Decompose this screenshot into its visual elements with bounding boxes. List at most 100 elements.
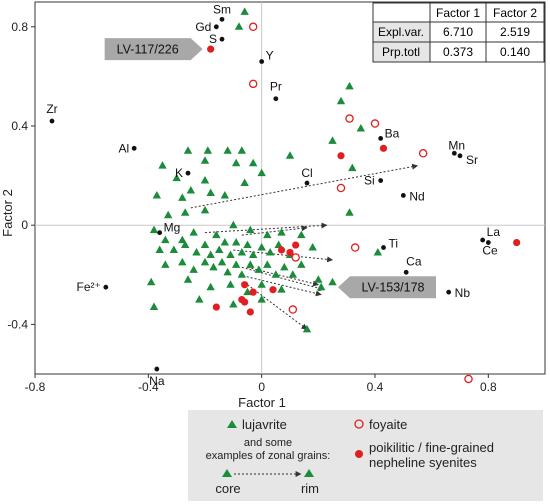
variance-table-header-blank — [372, 2, 431, 23]
series-lujavrite — [146, 7, 383, 333]
legend-foyaite-marker — [354, 419, 364, 429]
lujavrite-point — [169, 245, 179, 253]
lujavrite-point — [189, 265, 198, 273]
lujavrite-point — [220, 238, 230, 246]
x-tick-label: 0 — [258, 380, 265, 394]
callout-label-lv-153-178: LV-153/178 — [361, 281, 424, 295]
axis-ticks: -0.8 -0.4 0 0.4 0.8 0.8 0.4 0 -0.4 — [7, 20, 497, 394]
poikilitic-point — [379, 144, 388, 152]
loading-label-fe: Fe²⁺ — [76, 280, 100, 294]
foyaite-point — [464, 374, 473, 384]
lujavrite-point — [356, 123, 366, 132]
y-tick-label: -0.4 — [7, 317, 28, 331]
loading-point-pr — [273, 96, 279, 102]
lujavrite-point — [263, 230, 272, 239]
loading-label-sr: Sr — [466, 153, 478, 167]
series-poikilitic — [207, 45, 521, 316]
loading-label-y: Y — [266, 49, 274, 63]
lujavrite-point — [226, 280, 235, 288]
lujavrite-point — [314, 275, 323, 283]
poikilitic-point — [246, 308, 254, 316]
loading-label-la: La — [487, 225, 501, 239]
loading-point-sm — [219, 16, 225, 22]
poikilitic-point — [212, 303, 220, 311]
lujavrite-point — [263, 260, 272, 268]
lujavrite-point — [328, 277, 337, 286]
lujavrite-point — [195, 295, 204, 303]
loading-label-nb: Nb — [455, 286, 471, 300]
poikilitic-point — [241, 281, 249, 289]
lujavrite-point — [220, 190, 230, 199]
lujavrite-point — [246, 225, 255, 234]
legend-rim-marker — [304, 469, 314, 477]
lujavrite-point — [206, 188, 215, 196]
lujavrite-point — [297, 260, 306, 268]
loading-point-nb — [446, 289, 452, 295]
lujavrite-point — [308, 243, 317, 251]
lujavrite-point — [180, 240, 190, 249]
lujavrite-point — [328, 136, 337, 144]
poikilitic-point — [207, 45, 215, 53]
lujavrite-point — [254, 265, 264, 273]
legend-poikilitic-marker — [355, 450, 363, 458]
x-tick-label: -0.4 — [138, 380, 159, 394]
loading-label-ca: Ca — [406, 254, 422, 268]
x-tick-label: -0.8 — [25, 380, 46, 394]
loading-point-mn — [451, 150, 457, 156]
loading-point-s — [219, 36, 225, 42]
loading-label-al: Al — [118, 141, 129, 155]
legend-rim-label: rim — [301, 481, 319, 496]
lujavrite-point — [163, 210, 173, 219]
loading-label-mg: Mg — [164, 221, 181, 235]
lujavrite-point — [373, 247, 383, 256]
y-axis-label: Factor 2 — [0, 189, 15, 237]
loading-label-zr: Zr — [46, 102, 57, 116]
lujavrite-point — [288, 270, 298, 278]
variance-table-row2-f2: 0.140 — [500, 45, 530, 59]
loading-point-mg — [157, 230, 163, 236]
lujavrite-point — [217, 257, 227, 266]
lujavrite-point — [209, 262, 218, 271]
lujavrite-point — [257, 168, 266, 177]
loading-point-na — [154, 366, 160, 372]
poikilitic-point — [269, 286, 277, 294]
x-axis-label: Factor 1 — [238, 395, 286, 410]
lujavrite-point — [212, 230, 221, 239]
lujavrite-point — [274, 240, 283, 249]
loading-point-ba — [378, 136, 384, 141]
lujavrite-point — [336, 96, 346, 105]
loading-point-sr — [457, 153, 463, 159]
lujavrite-point — [214, 245, 224, 253]
loading-point-al — [131, 145, 137, 151]
foyaite-point — [345, 114, 354, 123]
lujavrite-point — [200, 240, 210, 249]
lujavrite-point — [265, 247, 275, 256]
loading-label-gd: Gd — [195, 20, 211, 34]
lujavrite-point — [161, 235, 170, 244]
lujavrite-point — [223, 146, 232, 154]
foyaite-point — [248, 79, 258, 89]
lujavrite-point — [200, 257, 210, 266]
lujavrite-point — [257, 280, 266, 288]
loading-point-y — [259, 59, 265, 64]
loading-label-cl: Cl — [301, 166, 312, 180]
poikilitic-point — [513, 238, 521, 247]
lujavrite-point — [277, 285, 286, 293]
lujavrite-point — [178, 193, 187, 201]
legend-lujavrite-marker — [227, 420, 237, 428]
lujavrite-point — [246, 260, 255, 268]
poikilitic-point — [337, 152, 345, 160]
lujavrite-point — [183, 146, 193, 154]
x-tick-label: 0.4 — [367, 380, 384, 394]
lujavrite-point — [271, 270, 281, 278]
series-foyaite — [248, 22, 473, 384]
lujavrite-point — [345, 208, 354, 216]
lujavrite-point — [257, 243, 266, 251]
lujavrite-point — [248, 158, 258, 167]
lujavrite-point — [155, 245, 164, 253]
loading-point-ca — [403, 269, 409, 275]
loading-label-si: Si — [364, 174, 375, 188]
lujavrite-point — [277, 228, 286, 236]
